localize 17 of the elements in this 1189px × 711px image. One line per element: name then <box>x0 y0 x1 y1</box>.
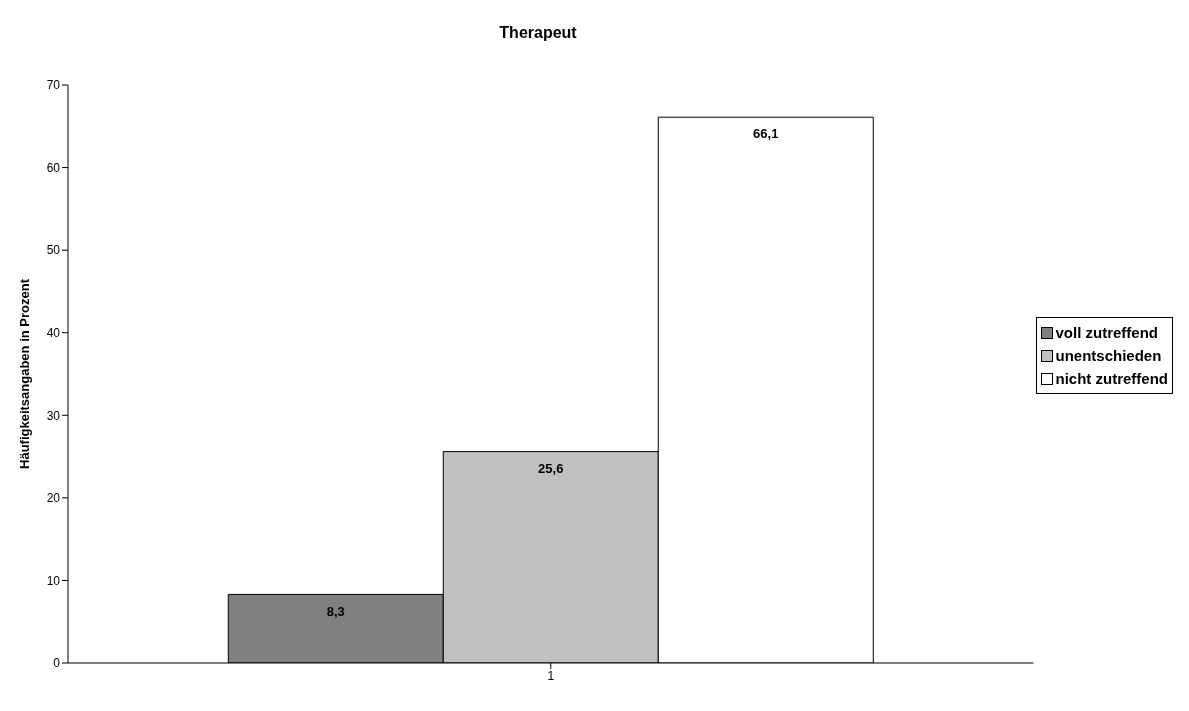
y-tick-label: 50 <box>46 243 61 258</box>
legend-label: nicht zutreffend <box>1055 369 1168 389</box>
x-tick-label: 1 <box>547 668 555 683</box>
data-label: 66,1 <box>753 126 779 142</box>
data-label: 25,6 <box>538 460 564 476</box>
legend-label: voll zutreffend <box>1055 323 1159 343</box>
legend-label: unentschieden <box>1055 346 1162 366</box>
y-tick-label: 10 <box>46 573 61 588</box>
y-tick-label: 20 <box>46 491 61 506</box>
y-tick-label: 60 <box>46 160 61 175</box>
y-axis-title: Häufigkeitsangaben in Prozent <box>16 278 32 469</box>
y-tick-label: 0 <box>53 656 61 671</box>
y-tick-label: 40 <box>46 325 61 340</box>
data-label: 8,3 <box>326 603 345 619</box>
chart-title: Therapeut <box>498 24 578 42</box>
y-tick-label: 70 <box>46 78 61 93</box>
y-tick-label: 30 <box>46 408 61 423</box>
